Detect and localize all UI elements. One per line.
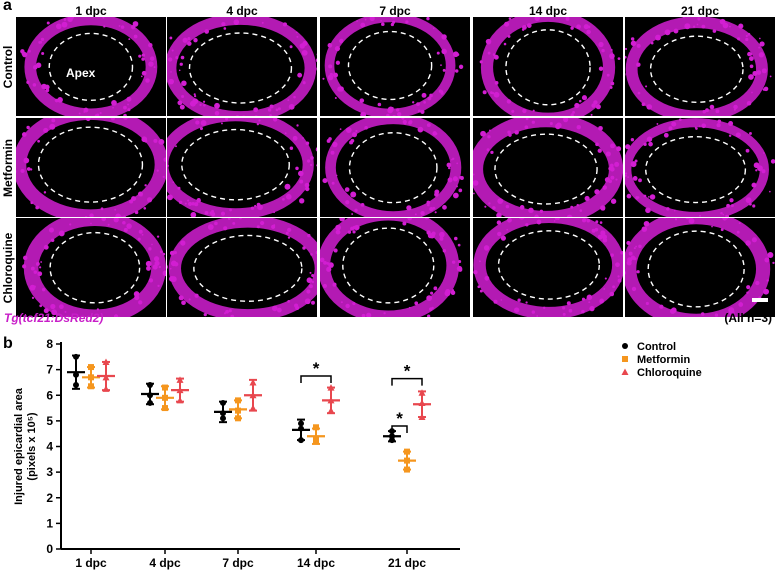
metformin-point <box>88 383 94 390</box>
micrograph-metformin-14dpc <box>473 118 623 217</box>
micrograph-chloroquine-1dpc <box>16 218 166 317</box>
control-point <box>220 399 226 406</box>
transgene-label: Tg(tcf21:DsRed2) <box>4 311 104 325</box>
legend-marker-chloroquine <box>621 368 629 375</box>
column-header-7dpc: 7 dpc <box>379 4 411 18</box>
y-tick-label: 7 <box>46 363 53 377</box>
metformin-point <box>235 397 241 404</box>
metformin-point <box>235 407 241 414</box>
x-tick-label: 1 dpc <box>75 556 107 570</box>
legend-marker-control <box>622 343 628 349</box>
x-tick-label: 7 dpc <box>222 556 254 570</box>
y-tick-label: 6 <box>46 388 53 402</box>
micrograph-control-21dpc <box>625 17 775 116</box>
y-tick-label: 5 <box>46 414 53 428</box>
legend-label-metformin: Metformin <box>637 354 690 366</box>
y-tick-label: 0 <box>46 542 53 556</box>
control-point <box>298 420 304 427</box>
significance-bracket <box>391 425 408 433</box>
metformin-point <box>235 415 241 422</box>
sample-size-note: (All n=3) <box>724 311 772 325</box>
y-tick-label: 1 <box>46 516 53 530</box>
chloroquine-point <box>176 386 184 394</box>
y-axis-title: Injured epicardial area <box>13 387 25 505</box>
chloroquine-point <box>102 358 110 365</box>
y-tick-label: 4 <box>46 440 53 454</box>
chloroquine-point <box>249 404 257 412</box>
metformin-point <box>162 384 168 391</box>
chloroquine-point <box>176 376 184 383</box>
chloroquine-point <box>418 413 426 421</box>
control-point <box>220 415 226 422</box>
micrograph-control-4dpc <box>167 17 317 116</box>
panel-b-letter: b <box>3 335 13 352</box>
legend-label-control: Control <box>637 341 676 353</box>
control-point <box>147 382 153 388</box>
micrograph-chloroquine-14dpc <box>473 218 623 317</box>
control-point <box>389 437 395 444</box>
significance-bracket <box>300 375 332 384</box>
micrograph-metformin-4dpc <box>167 118 317 217</box>
metformin-point <box>404 466 410 473</box>
epicardial-area-chart: 0 1 2 3 4 5 6 7 8 1 dpc 4 dpc 7 dpc 14 dpc 21 dpc Inju… <box>13 337 702 570</box>
control-point <box>73 382 79 388</box>
chloroquine-point <box>176 396 184 404</box>
micrograph-chloroquine-4dpc <box>167 218 317 317</box>
column-header-1dpc: 1 dpc <box>75 4 107 18</box>
y-axis-unit: (pixels x 10⁵) <box>26 412 38 480</box>
legend-label-chloroquine: Chloroquine <box>637 367 702 379</box>
micrograph-control-7dpc <box>320 17 470 116</box>
micrograph-metformin-1dpc <box>16 118 166 217</box>
control-point <box>298 425 304 432</box>
significance-bracket <box>391 377 423 386</box>
control-point <box>298 437 304 444</box>
control-point <box>73 353 79 360</box>
micrograph-chloroquine-7dpc <box>320 218 470 317</box>
micrograph-control-14dpc <box>473 17 623 116</box>
x-tick-label: 4 dpc <box>149 556 181 570</box>
control-point <box>147 392 153 399</box>
legend-marker-metformin <box>622 356 628 362</box>
y-tick-label: 2 <box>46 491 53 505</box>
metformin-point <box>313 438 319 445</box>
metformin-point <box>313 424 319 431</box>
chloroquine-point <box>327 396 335 404</box>
chloroquine-point <box>249 378 257 386</box>
chloroquine-point <box>102 385 110 392</box>
scale-bar <box>752 298 768 302</box>
significance-star: * <box>396 409 403 428</box>
chloroquine-point <box>327 407 335 414</box>
chloroquine-point <box>102 373 110 381</box>
chloroquine-point <box>249 391 257 399</box>
metformin-point <box>88 364 94 371</box>
y-tick-label: 3 <box>46 465 53 479</box>
panel-a-letter: a <box>3 0 12 14</box>
metformin-point <box>88 374 94 381</box>
control-point <box>73 371 79 378</box>
control-point <box>147 399 153 406</box>
metformin-point <box>162 394 168 401</box>
significance-star: * <box>404 362 411 381</box>
micrograph-control-1dpc <box>16 17 166 116</box>
x-tick-label: 14 dpc <box>297 556 335 570</box>
metformin-point <box>404 457 410 464</box>
chloroquine-point <box>418 399 426 406</box>
chloroquine-point <box>418 389 426 396</box>
column-header-14dpc: 14 dpc <box>528 4 567 18</box>
x-tick-label: 21 dpc <box>388 556 426 570</box>
metformin-point <box>162 405 168 412</box>
chloroquine-point <box>327 384 335 391</box>
y-tick-label: 8 <box>46 337 53 351</box>
column-header-4dpc: 4 dpc <box>226 4 258 18</box>
micrograph-metformin-7dpc <box>320 118 470 217</box>
micrograph-chloroquine-21dpc <box>625 218 775 317</box>
control-point <box>220 410 226 417</box>
column-header-21dpc: 21 dpc <box>680 4 719 18</box>
apex-label: Apex <box>66 66 96 80</box>
metformin-point <box>404 448 410 455</box>
significance-star: * <box>313 359 320 378</box>
micrograph-metformin-21dpc <box>625 118 775 217</box>
